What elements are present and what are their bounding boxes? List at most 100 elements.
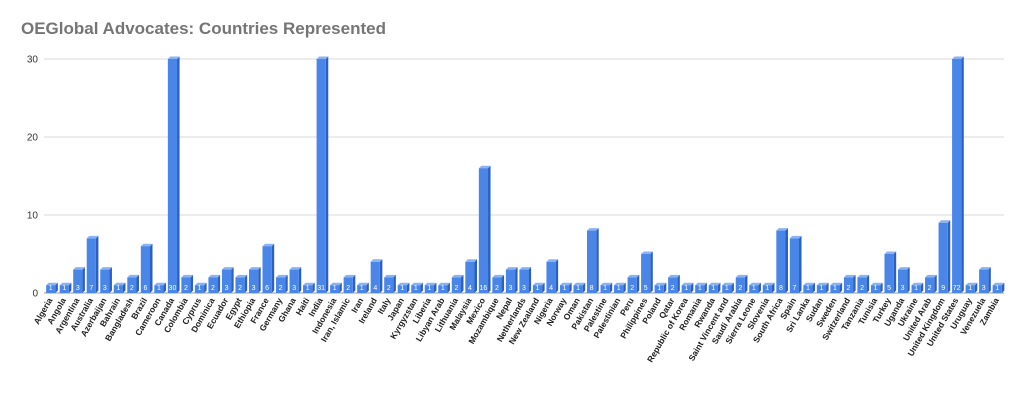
bar [614,282,626,293]
bar-front [708,285,718,293]
bar-front [411,285,421,293]
bar-front [343,277,353,293]
data-label: 1 [563,285,567,292]
bar-front [749,285,759,293]
y-tick-label: 30 [27,55,39,66]
bar [478,165,491,293]
bar-top [113,282,126,286]
bar-side [677,274,680,293]
bar [465,259,478,293]
bar-top [695,282,707,286]
data-label: 1 [157,285,161,292]
bar-top [397,282,410,286]
bar-front [695,285,705,293]
bar [830,282,843,293]
bar-front [330,285,340,293]
bar-side [460,274,464,293]
bar-front [140,246,151,293]
data-label: 3 [901,285,905,292]
bar-top [992,282,1005,286]
bar [167,56,180,293]
bar-side [285,274,288,293]
data-label: 7 [89,285,93,292]
bar-side [204,282,207,293]
data-label: 2 [130,285,134,292]
bar-front [722,285,732,293]
bar-side [393,274,396,293]
bar-top [330,282,342,286]
bar [952,56,964,293]
data-label: 1 [306,285,310,292]
bar-side [582,282,586,293]
bar-side [1001,282,1005,293]
bar [532,282,545,293]
bar-side [623,282,626,293]
bar-top [140,243,153,247]
bar-front [113,285,123,293]
bar-top [343,274,356,278]
bar-top [857,274,870,278]
bar [397,282,410,293]
data-label: 3 [509,285,513,292]
data-label: 1 [617,285,621,292]
bar-side [528,267,532,293]
data-label: 31 [317,285,325,292]
bar-front [154,285,164,293]
data-label: 7 [792,285,796,292]
data-label: 2 [928,285,932,292]
bar-side [758,282,761,293]
bar-side [447,282,450,293]
bar-front [451,277,461,293]
bar-front [843,277,854,293]
bar [154,282,167,293]
bar-top [816,282,829,286]
bar [789,235,802,293]
bar-front [952,59,962,293]
data-label: 3 [982,285,986,292]
bar-top [451,274,464,278]
bar-front [803,285,813,293]
bar-top [357,282,369,286]
bar-side [379,259,383,293]
bar-front [573,285,583,293]
bar-side [258,267,261,293]
bar-top [762,282,775,286]
bar-top [100,267,112,270]
bar [641,251,653,293]
bar-side [974,282,978,293]
bar-front [600,285,610,293]
data-label: 30 [169,285,177,292]
data-label: 2 [860,285,864,292]
bar [424,282,437,293]
bar-front [276,277,286,293]
bar [262,243,275,293]
bar [762,282,775,293]
data-label: 1 [725,285,729,292]
bar-front [127,277,137,293]
bar-front [357,285,367,293]
data-label: 1 [116,285,120,292]
bar-top [641,251,653,254]
data-label: 72 [953,285,961,292]
bar-top [735,274,748,278]
bar [357,282,369,293]
data-label: 1 [806,285,810,292]
bar-front [465,261,475,293]
bar [925,274,937,293]
bar-front [965,285,975,293]
bar [276,274,288,293]
data-label: 4 [549,285,553,292]
bar-top [59,282,72,286]
bar-front [614,285,624,293]
bar-front [532,285,543,293]
bar-front [235,277,245,293]
bar-side [812,282,816,293]
bar-front [505,269,516,293]
data-label: 3 [292,285,296,292]
bar-top [830,282,843,286]
data-label: 1 [576,285,580,292]
bars [46,56,1005,293]
bar-side [433,282,437,293]
bar-top [303,282,315,286]
